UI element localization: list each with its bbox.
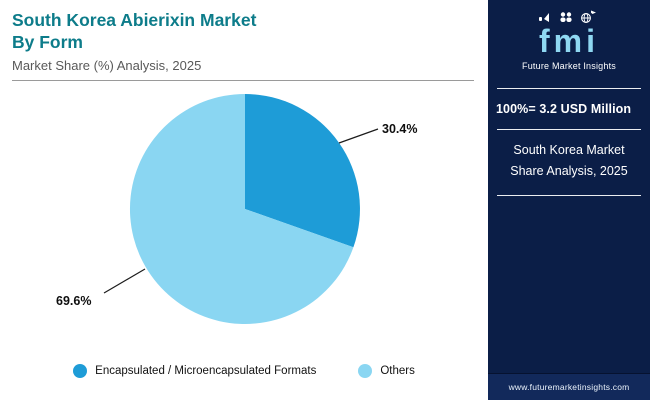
page-title-line2: By Form	[12, 32, 83, 53]
leader-line-slice2	[103, 268, 146, 294]
website-footer: www.futuremarketinsights.com	[488, 373, 650, 400]
slice1-value-label: 30.4%	[382, 122, 417, 136]
leader-line-slice1	[338, 128, 379, 144]
slice2-value-label: 69.6%	[56, 294, 91, 308]
fmi-logo: fmi Future Market Insights	[488, 9, 650, 71]
logo-icons	[539, 10, 596, 23]
legend-swatch-encapsulated	[73, 363, 88, 378]
pie-slice-2	[129, 93, 354, 324]
globe-plane-icon	[581, 10, 596, 23]
chart-subtitle: Market Share (%) Analysis, 2025	[12, 57, 202, 73]
sidebar-caption: South Korea Market Share Analysis, 2025	[510, 143, 628, 179]
legend-label-others: Others	[380, 364, 415, 377]
megaphone-icon	[539, 13, 549, 22]
legend-item-encapsulated: Encapsulated / Microencapsulated Formats	[73, 363, 317, 378]
sidebar-divider-middle	[497, 129, 641, 130]
sidebar: fmi Future Market Insights 100%= 3.2 USD…	[488, 0, 650, 400]
pie-slices	[129, 93, 360, 324]
legend-item-others: Others	[358, 363, 415, 378]
legend-swatch-others	[358, 363, 373, 378]
legend-label-encapsulated: Encapsulated / Microencapsulated Formats	[95, 364, 317, 377]
chart-panel: South Korea Abierixin Market By Form Mar…	[0, 0, 488, 391]
chart-legend: Encapsulated / Microencapsulated Formats…	[0, 351, 488, 391]
header-divider	[12, 79, 474, 81]
people-icon	[560, 12, 572, 22]
pie-slice-1	[245, 93, 360, 248]
page-title-line1: South Korea Abierixin Market	[12, 10, 257, 30]
sidebar-divider-bottom	[497, 194, 641, 196]
chart-header: South Korea Abierixin Market By Form Mar…	[0, 0, 488, 81]
market-total-stat: 100%= 3.2 USD Million	[496, 102, 632, 116]
logo-wordmark: fmi	[539, 23, 599, 59]
sidebar-divider-top	[497, 88, 641, 89]
pie-chart: 30.4% 69.6%	[56, 93, 417, 324]
brand-name: Future Market Insights	[522, 61, 616, 71]
